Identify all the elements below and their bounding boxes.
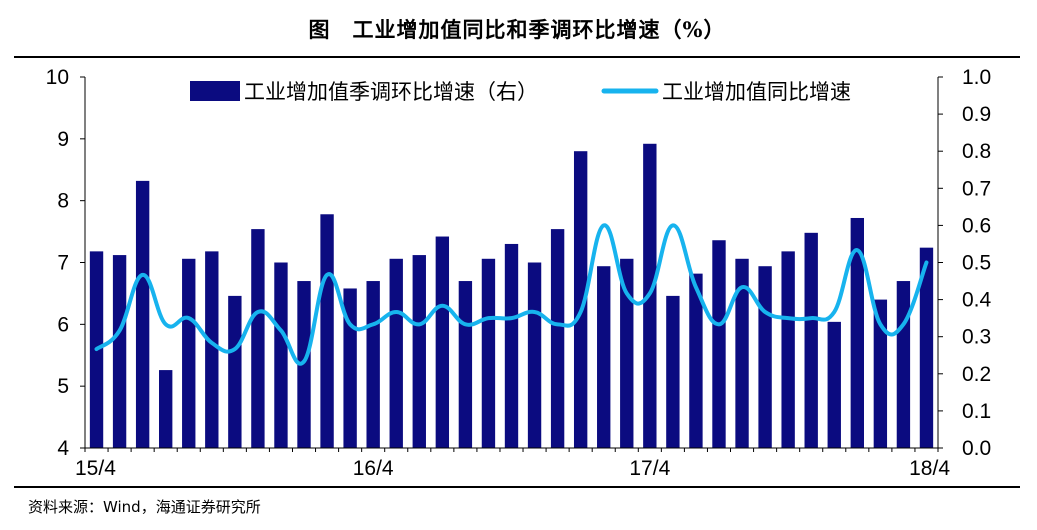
chart-canvas: 4 5 6 7 8 9 10 0.0 0.1 0.2 0.3 0.4 0.5 0.6 0.7 0.8 0.9 1.… — [46, 66, 992, 480]
x-tick-label: 18/4 — [909, 457, 950, 480]
right-tick-label: 0.2 — [962, 363, 991, 386]
footer-divider — [14, 486, 1020, 488]
bar — [320, 214, 334, 448]
left-tick-label: 7 — [57, 252, 69, 275]
bar — [412, 255, 426, 448]
bar — [435, 236, 450, 448]
right-tick-label: 0.9 — [962, 103, 991, 126]
right-tick-label: 0.3 — [962, 326, 991, 349]
right-tick-label: 0.1 — [962, 400, 991, 423]
x-tick-label: 15/4 — [75, 457, 116, 480]
right-tick-label: 0.7 — [962, 177, 991, 200]
axes-layer: 4 5 6 7 8 9 10 0.0 0.1 0.2 0.3 0.4 0.5 0.6 0.7 0.8 0.9 1.… — [46, 66, 992, 480]
right-tick-label: 0.5 — [962, 252, 991, 275]
left-tick-label: 8 — [57, 190, 69, 213]
bar — [297, 281, 311, 448]
bar — [458, 281, 473, 448]
x-tick-label: 17/4 — [629, 457, 670, 480]
bar — [735, 258, 749, 448]
bar — [389, 258, 403, 448]
bar — [620, 258, 634, 448]
bar — [550, 229, 565, 448]
series-line — [94, 223, 929, 366]
bar — [573, 151, 588, 448]
bar — [758, 266, 772, 448]
right-tick-label: 1.0 — [962, 66, 991, 89]
bar — [597, 266, 611, 448]
left-tick-label: 9 — [57, 128, 69, 151]
bar — [919, 247, 934, 448]
bars-layer — [89, 143, 934, 448]
bar — [274, 262, 288, 448]
x-tick-label: 16/4 — [353, 457, 394, 480]
bar — [135, 180, 150, 448]
source-note: 资料来源：Wind，海通证券研究所 — [28, 498, 261, 516]
bar — [228, 295, 242, 448]
legend-bar-label: 工业增加值季调环比增速（右） — [244, 81, 538, 104]
legend-line-label: 工业增加值同比增速 — [662, 81, 851, 104]
bar — [159, 370, 173, 448]
bar — [804, 232, 818, 448]
bar — [112, 255, 127, 448]
left-tick-label: 10 — [46, 66, 69, 89]
bar — [527, 262, 542, 448]
bar — [666, 295, 680, 448]
bar — [850, 217, 864, 448]
line-layer — [94, 223, 929, 366]
left-tick-label: 5 — [57, 375, 69, 398]
bar — [712, 240, 726, 448]
bar — [481, 258, 496, 448]
right-tick-label: 0.4 — [962, 289, 992, 312]
bar — [504, 243, 519, 448]
bar — [873, 299, 888, 448]
bar — [781, 251, 795, 448]
bar — [689, 273, 703, 448]
title-bar: 图 工业增加值同比和季调环比增速（%） — [14, 0, 1020, 58]
left-tick-label: 6 — [57, 313, 69, 336]
legend: 工业增加值季调环比增速（右） 工业增加值同比增速 — [190, 81, 851, 104]
bar — [827, 321, 841, 448]
bar — [896, 281, 911, 448]
left-tick-label: 4 — [57, 437, 69, 460]
bar — [205, 251, 219, 448]
right-tick-label: 0.6 — [962, 214, 991, 237]
right-tick-label: 0.0 — [962, 437, 991, 460]
right-tick-label: 0.8 — [962, 140, 991, 163]
legend-bar-swatch — [190, 81, 240, 101]
bar — [182, 258, 196, 448]
bar — [251, 229, 265, 448]
bar — [366, 281, 380, 448]
chart-title: 图 工业增加值同比和季调环比增速（%） — [308, 17, 726, 42]
